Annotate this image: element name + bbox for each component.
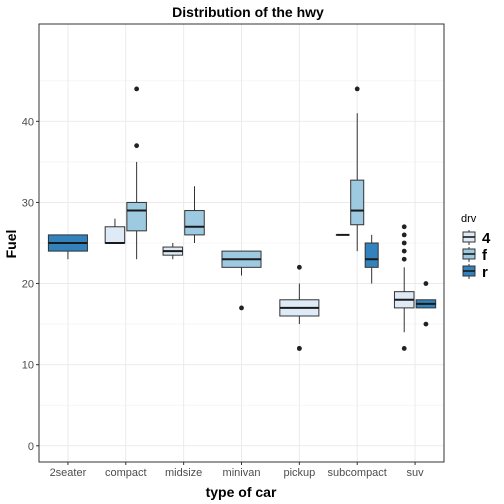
outlier-point	[296, 346, 302, 351]
y-tick-label: 10	[22, 360, 34, 372]
y-axis-title: Fuel	[3, 230, 19, 259]
box-body	[364, 242, 379, 268]
box-suv-r	[415, 281, 437, 327]
x-axis-title: type of car	[206, 484, 277, 500]
legend-title: drv	[461, 213, 477, 225]
y-tick-label: 0	[28, 441, 34, 453]
outlier-point	[423, 281, 429, 286]
x-tick-label: pickup	[283, 467, 315, 479]
outlier-point	[354, 86, 360, 92]
x-tick-label: 2seater	[50, 467, 87, 479]
box-body	[126, 201, 147, 232]
legend-label: r	[482, 264, 488, 281]
outlier-point	[296, 264, 302, 270]
box-compact-f	[126, 86, 147, 260]
y-tick-label: 40	[22, 116, 34, 128]
box-2seater-r	[47, 234, 88, 260]
outlier-point	[401, 232, 407, 238]
outlier-point	[134, 143, 140, 149]
box-midsize-f	[184, 186, 205, 243]
y-tick-label: 20	[22, 279, 34, 291]
outlier-point	[401, 346, 407, 351]
x-tick-label: minivan	[223, 467, 261, 479]
outlier-point	[401, 248, 407, 254]
box-pickup-4	[279, 264, 320, 351]
box-body	[184, 210, 205, 236]
x-tick-label: compact	[105, 467, 147, 479]
box-subcompact-f	[350, 86, 365, 252]
box-suv-4	[393, 224, 415, 351]
box-subcompact-r	[364, 234, 379, 284]
outlier-point	[401, 256, 407, 262]
box-minivan-f	[221, 250, 262, 311]
x-tick-label: midsize	[165, 467, 202, 479]
box-body	[350, 179, 365, 226]
legend: drv 4fr	[461, 213, 491, 281]
outlier-point	[401, 224, 407, 230]
legend-label: f	[482, 247, 488, 264]
y-tick-label: 30	[22, 197, 34, 209]
box-compact-4	[104, 218, 126, 244]
outlier-point	[423, 321, 429, 327]
legend-label: 4	[482, 230, 491, 247]
x-tick-label: suv	[407, 467, 425, 479]
legend-key-r	[462, 264, 476, 279]
box-midsize-4	[162, 243, 184, 260]
legend-key-4	[462, 230, 476, 245]
panel-border	[38, 23, 445, 463]
box-body	[104, 226, 126, 244]
chart-title: Distribution of the hwy	[172, 4, 324, 20]
plot-area: 0 10 20 30 40 2seater compact midsize minivan pic…	[22, 23, 445, 479]
outlier-point	[401, 240, 407, 246]
legend-key-f	[462, 247, 476, 262]
outlier-point	[134, 86, 140, 92]
x-tick-label: subcompact	[328, 467, 387, 479]
outlier-point	[239, 305, 244, 311]
